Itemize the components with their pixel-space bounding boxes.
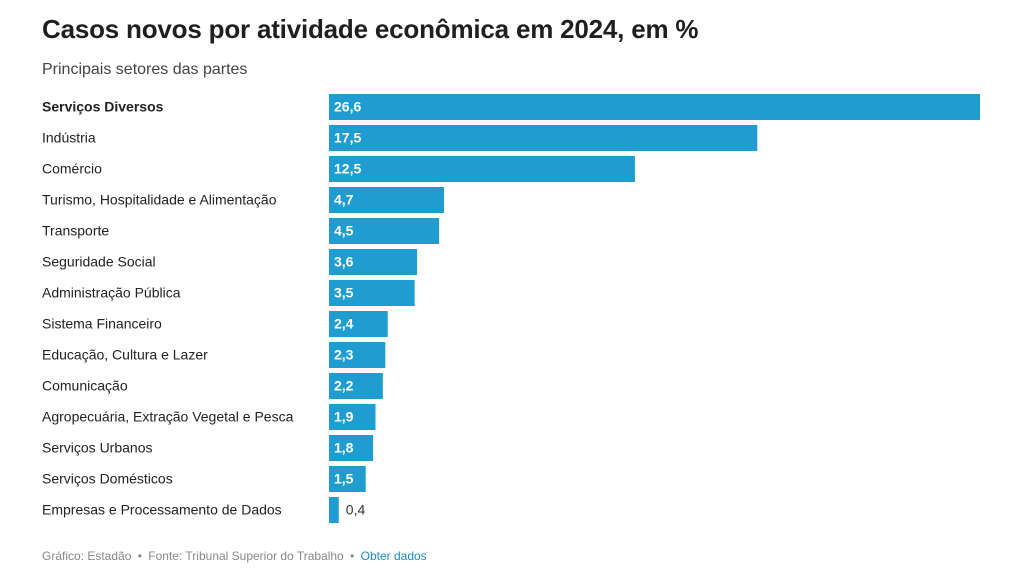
bar [329, 249, 418, 275]
value-label: 4,5 [334, 223, 354, 239]
category-label: Empresas e Processamento de Dados [42, 502, 282, 518]
bar [329, 435, 374, 461]
bar [329, 187, 445, 213]
footer: Gráfico: Estadão • Fonte: Tribunal Super… [42, 549, 427, 563]
value-label: 0,4 [346, 502, 366, 518]
footer-separator: • [350, 549, 355, 563]
value-label: 1,9 [334, 409, 354, 425]
value-label: 3,5 [334, 285, 354, 301]
category-label: Administração Pública [42, 285, 181, 301]
bar [329, 218, 440, 244]
category-label: Serviços Domésticos [42, 471, 173, 487]
value-label: 17,5 [334, 130, 361, 146]
footer-separator: • [137, 549, 142, 563]
value-label: 2,4 [334, 316, 354, 332]
category-label: Transporte [42, 223, 109, 239]
value-label: 12,5 [334, 161, 361, 177]
value-label: 2,3 [334, 347, 354, 363]
bar [329, 342, 386, 368]
footer-source: Fonte: Tribunal Superior do Trabalho [148, 549, 344, 563]
value-label: 4,7 [334, 192, 354, 208]
bar [329, 94, 980, 120]
bar [329, 497, 339, 523]
category-label: Serviços Urbanos [42, 440, 153, 456]
value-label: 26,6 [334, 99, 361, 115]
category-label: Turismo, Hospitalidade e Alimentação [42, 192, 277, 208]
get-data-link[interactable]: Obter dados [360, 549, 427, 563]
category-label: Educação, Cultura e Lazer [42, 347, 208, 363]
bar [329, 373, 383, 399]
category-label: Indústria [42, 130, 96, 146]
category-label: Comunicação [42, 378, 128, 394]
chart-title: Casos novos por atividade econômica em 2… [42, 14, 699, 44]
category-label: Serviços Diversos [42, 99, 164, 115]
bar [329, 125, 758, 151]
footer-credit: Gráfico: Estadão [42, 549, 132, 563]
value-label: 3,6 [334, 254, 354, 270]
value-label: 2,2 [334, 378, 354, 394]
category-label: Seguridade Social [42, 254, 156, 270]
category-label: Agropecuária, Extração Vegetal e Pesca [42, 409, 294, 425]
category-label: Sistema Financeiro [42, 316, 162, 332]
value-label: 1,5 [334, 471, 354, 487]
category-label: Comércio [42, 161, 102, 177]
chart-subtitle: Principais setores das partes [42, 61, 248, 78]
value-label: 1,8 [334, 440, 354, 456]
bar [329, 404, 376, 430]
bar [329, 466, 366, 492]
bar [329, 280, 415, 306]
bar [329, 311, 388, 337]
bar [329, 156, 635, 182]
